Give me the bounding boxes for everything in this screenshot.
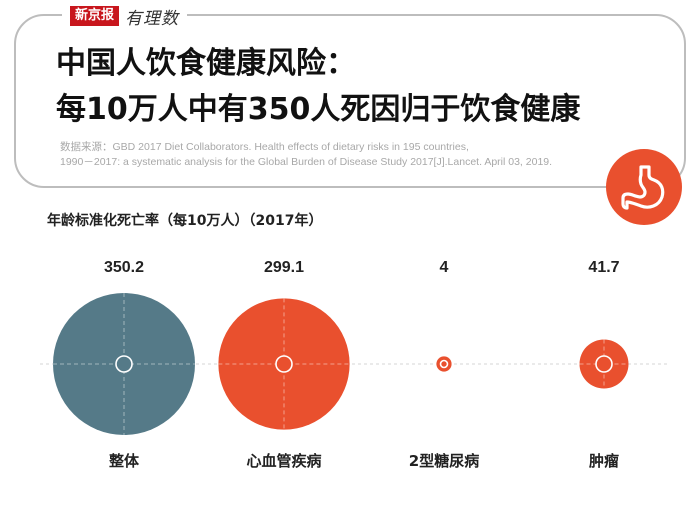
bubble-center-1 (275, 355, 293, 373)
source-note: 数据来源：GBD 2017 Diet Collaborators. Health… (60, 140, 552, 170)
stomach-glyph (621, 165, 665, 210)
value-label-0: 350.2 (104, 259, 144, 276)
logo-box: 新京报 (70, 6, 120, 26)
bubble-center-3 (595, 355, 613, 373)
value-label-3: 41.7 (588, 259, 619, 276)
chart-subtitle: 年龄标准化死亡率（每10万人）（2017年） (47, 213, 323, 229)
category-label-2: 2型糖尿病 (409, 452, 479, 470)
logo-script: 有理数 (125, 8, 180, 29)
category-label-1: 心血管疾病 (246, 452, 321, 470)
value-label-2: 4 (440, 259, 449, 276)
value-label-1: 299.1 (264, 259, 304, 276)
source-line-2: 1990－2017: a systematic analysis for the… (60, 156, 553, 168)
header-frame (14, 14, 686, 188)
bubble-chart: 350.2 整体 299.1 心血管疾病 4 2型糖尿病 41.7 肿瘤 (40, 259, 670, 470)
bubble-center-2 (439, 359, 449, 369)
bubble-center-0 (115, 355, 133, 373)
category-label-3: 肿瘤 (589, 452, 619, 470)
source-line-1: 数据来源：GBD 2017 Diet Collaborators. Health… (60, 141, 469, 153)
title-line-2: 每10万人中有350人死因归于饮食健康 (56, 92, 581, 127)
stomach-icon (606, 149, 682, 225)
logo: 新京报 有理数 (62, 4, 188, 29)
title-line-1: 中国人饮食健康风险： (56, 46, 356, 81)
category-label-0: 整体 (109, 452, 140, 470)
